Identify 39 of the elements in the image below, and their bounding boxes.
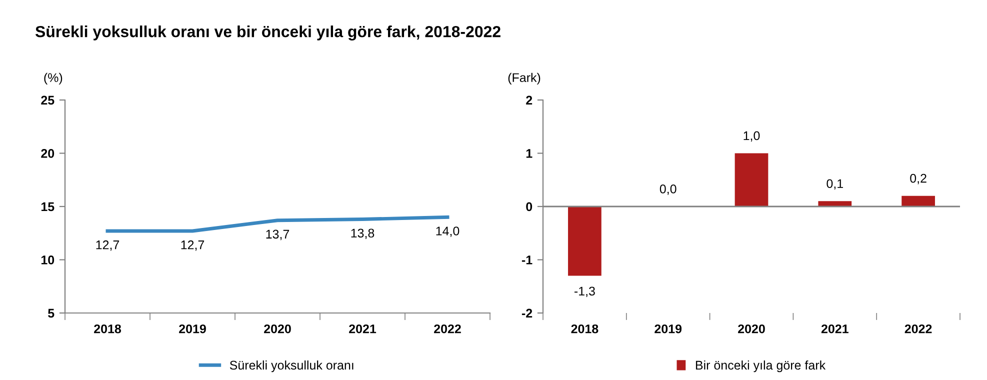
- data-label: 1,0: [744, 131, 760, 142]
- x-tick-label: 2021: [821, 324, 848, 334]
- data-label: 0,2: [910, 174, 926, 184]
- y-tick-label: 25: [41, 96, 54, 105]
- y-tick-label: 0: [526, 202, 532, 212]
- x-tick-label: 2018: [571, 324, 598, 334]
- data-label: 13,7: [266, 230, 290, 240]
- y-tick-label: 5: [48, 308, 54, 318]
- y-axis-title: (%): [44, 72, 62, 85]
- y-tick-label: -1: [522, 256, 532, 264]
- y-axis-title: (Fark): [508, 72, 540, 85]
- y-tick-label: 15: [41, 202, 54, 212]
- x-tick-label: 2022: [434, 324, 461, 334]
- data-label: 0,0: [660, 184, 676, 195]
- y-tick-label: 10: [41, 256, 54, 264]
- chart-title: Sürekli yoksulluk oranı ve bir önceki yıla göre fark, 2018-2022: [35, 26, 500, 40]
- x-tick-label: 2019: [654, 324, 682, 334]
- legend-label: Bir önceki yıla göre fark: [696, 360, 826, 372]
- y-tick-label: 2: [526, 96, 532, 105]
- data-label: -1,3: [574, 286, 595, 298]
- x-tick-label: 2021: [349, 324, 376, 334]
- bar: [818, 201, 852, 206]
- y-tick-label: 1: [526, 149, 532, 158]
- x-tick-label: 2020: [738, 324, 765, 334]
- legend-label: Sürekli yoksulluk oranı: [230, 360, 354, 372]
- x-tick-label: 2018: [94, 324, 122, 334]
- data-label: 12,7: [181, 240, 204, 251]
- bar: [568, 206, 602, 276]
- x-tick-label: 2022: [904, 324, 932, 334]
- data-label: 0,1: [826, 179, 843, 190]
- bar: [734, 153, 768, 206]
- bar: [902, 196, 935, 206]
- data-label: 13,8: [351, 228, 374, 240]
- x-tick-label: 2019: [179, 324, 206, 334]
- y-tick-label: -2: [522, 308, 532, 318]
- data-label: 12,7: [96, 240, 120, 251]
- x-tick-label: 2020: [264, 324, 291, 334]
- data-label: 14,0: [436, 226, 460, 237]
- y-tick-label: 20: [41, 149, 54, 158]
